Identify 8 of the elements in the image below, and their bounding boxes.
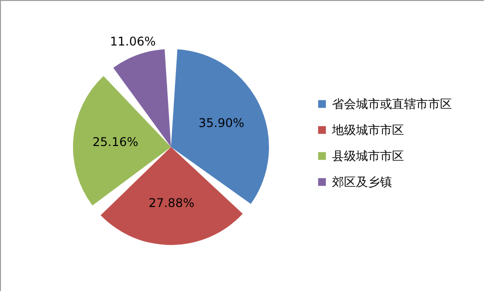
legend-label: 县级城市市区	[332, 149, 404, 163]
legend-label: 郊区及乡镇	[332, 175, 392, 189]
legend-label: 省会城市或直辖市市区	[332, 97, 452, 111]
data-label: 25.16%	[92, 135, 138, 150]
legend-label: 地级城市市区	[331, 123, 404, 137]
data-label: 11.06%	[110, 34, 156, 49]
data-label: 35.90%	[198, 116, 244, 130]
data-label: 27.88%	[148, 196, 194, 210]
